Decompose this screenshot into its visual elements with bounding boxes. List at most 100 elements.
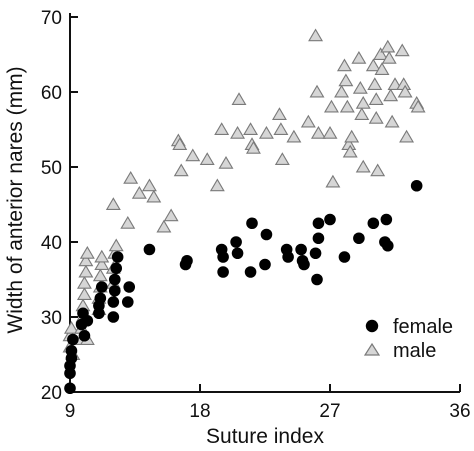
male-point-35	[185, 148, 201, 162]
male-point-65	[352, 80, 368, 94]
male-point-59	[338, 73, 354, 87]
male-point-30	[156, 219, 172, 233]
male-point-46	[271, 107, 287, 121]
male-point-84	[399, 129, 415, 143]
female-point-36	[295, 243, 307, 256]
male-point-28	[141, 178, 157, 192]
male-point-74	[373, 47, 389, 61]
male-point-57	[334, 84, 350, 98]
female-point-40	[311, 273, 323, 286]
female-point-35	[282, 251, 294, 263]
male-point-33	[172, 137, 188, 151]
female-point-12	[94, 292, 107, 305]
male-point-67	[355, 95, 371, 109]
female-point-4	[65, 344, 78, 357]
female-point-49	[381, 239, 394, 252]
x-tick-label-3: 36	[449, 401, 470, 422]
male-point-64	[351, 50, 367, 64]
male-point-70	[367, 77, 383, 91]
male-point-11	[78, 253, 94, 267]
y-tick-label-2: 40	[41, 233, 62, 254]
female-point-27	[217, 266, 229, 278]
male-point-47	[273, 122, 289, 136]
male-point-19	[94, 249, 110, 263]
male-point-10	[78, 264, 94, 278]
male-point-8	[76, 287, 92, 301]
female-point-48	[380, 213, 393, 226]
male-point-55	[323, 99, 339, 113]
male-point-26	[123, 170, 139, 184]
male-point-44	[245, 140, 261, 154]
female-point-22	[143, 243, 156, 256]
female-point-45	[353, 232, 365, 245]
male-point-18	[94, 257, 110, 271]
x-tick-label-2: 27	[319, 401, 340, 422]
male-point-36	[199, 152, 215, 166]
y-tick-label-3: 50	[41, 158, 62, 179]
female-point-39	[309, 247, 322, 260]
female-point-18	[110, 262, 123, 275]
female-point-28	[230, 236, 242, 248]
y-tick-label-0: 20	[41, 383, 62, 404]
female-point-50	[410, 179, 423, 192]
female-point-0	[64, 382, 76, 395]
male-point-51	[308, 28, 324, 42]
female-point-41	[312, 232, 325, 245]
y-tick-label-5: 70	[41, 8, 62, 29]
female-point-31	[246, 217, 258, 230]
male-point-29	[146, 189, 162, 203]
male-point-72	[368, 110, 384, 124]
male-point-2	[63, 320, 79, 334]
female-point-19	[111, 251, 124, 263]
male-point-24	[105, 197, 121, 211]
male-point-50	[300, 114, 316, 128]
male-point-66	[354, 107, 370, 121]
y-tick-label-4: 60	[41, 83, 62, 104]
male-point-79	[384, 114, 400, 128]
female-point-8	[78, 329, 91, 342]
female-point-38	[298, 258, 310, 271]
male-point-69	[365, 58, 381, 72]
male-point-56	[325, 174, 341, 188]
female-point-30	[244, 266, 257, 278]
male-point-48	[274, 152, 290, 166]
male-point-38	[214, 122, 230, 136]
male-point-73	[370, 163, 386, 177]
male-point-68	[355, 159, 371, 173]
male-point-45	[258, 125, 274, 139]
male-point-34	[173, 163, 189, 177]
legend-male-label: male	[393, 340, 436, 362]
male-point-77	[381, 50, 397, 64]
legend-female-marker	[365, 319, 379, 333]
y-tick-label-1: 30	[41, 308, 62, 329]
data-points	[62, 28, 426, 395]
male-point-83	[397, 84, 413, 98]
male-point-42	[243, 122, 259, 136]
y-axis-title: Width of anterior nares (mm)	[4, 66, 27, 333]
male-point-63	[344, 129, 360, 143]
female-point-13	[95, 281, 108, 293]
x-tick-label-0: 9	[65, 401, 76, 422]
female-point-14	[107, 311, 120, 323]
legend-female-label: female	[393, 316, 453, 338]
male-point-76	[380, 39, 396, 53]
male-point-81	[394, 43, 410, 57]
legend: female male	[363, 316, 453, 362]
male-point-37	[209, 178, 225, 192]
male-point-58	[336, 58, 352, 72]
axis-tick-labels: 9 18 27 36 20 30 40 50 60 70	[41, 8, 471, 422]
male-point-53	[310, 125, 326, 139]
female-point-5	[67, 333, 79, 346]
female-point-17	[108, 273, 121, 286]
male-point-23	[108, 238, 124, 252]
male-point-54	[322, 125, 338, 139]
male-point-39	[218, 155, 234, 169]
male-point-9	[76, 275, 92, 289]
female-point-44	[338, 251, 351, 263]
male-point-60	[339, 99, 355, 113]
female-point-46	[367, 217, 380, 230]
female-point-24	[181, 254, 193, 267]
female-point-26	[217, 251, 229, 263]
female-point-33	[260, 228, 273, 241]
